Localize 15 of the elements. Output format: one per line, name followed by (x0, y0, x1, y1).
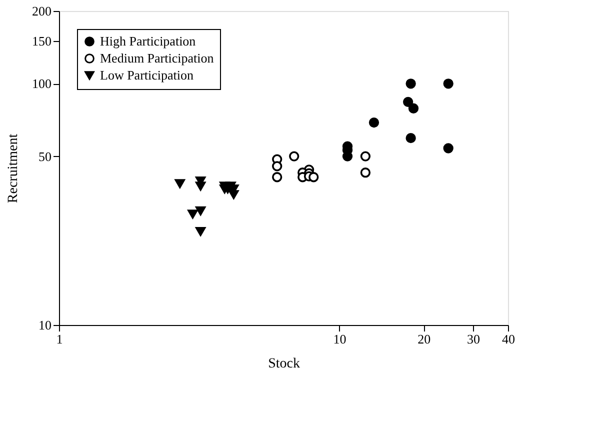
x-tick-label: 40 (502, 332, 515, 346)
y-axis-title: Recruitment (6, 134, 21, 204)
legend-label: Low Participation (100, 68, 194, 82)
y-tick-label: 200 (32, 4, 52, 18)
x-tick-label: 10 (333, 332, 346, 346)
x-tick-label: 30 (466, 332, 480, 346)
y-tick-label: 50 (38, 148, 52, 164)
x-tick-label: 20 (418, 332, 431, 346)
y-tick-label: 100 (32, 76, 52, 92)
legend-label: High Participation (100, 34, 196, 48)
x-tick-label: 1 (56, 332, 63, 346)
legend-label: Medium Participation (100, 50, 214, 66)
x-axis-title: Stock (268, 356, 300, 372)
y-tick-label: 10 (38, 318, 52, 332)
y-tick-label: 150 (32, 34, 52, 49)
